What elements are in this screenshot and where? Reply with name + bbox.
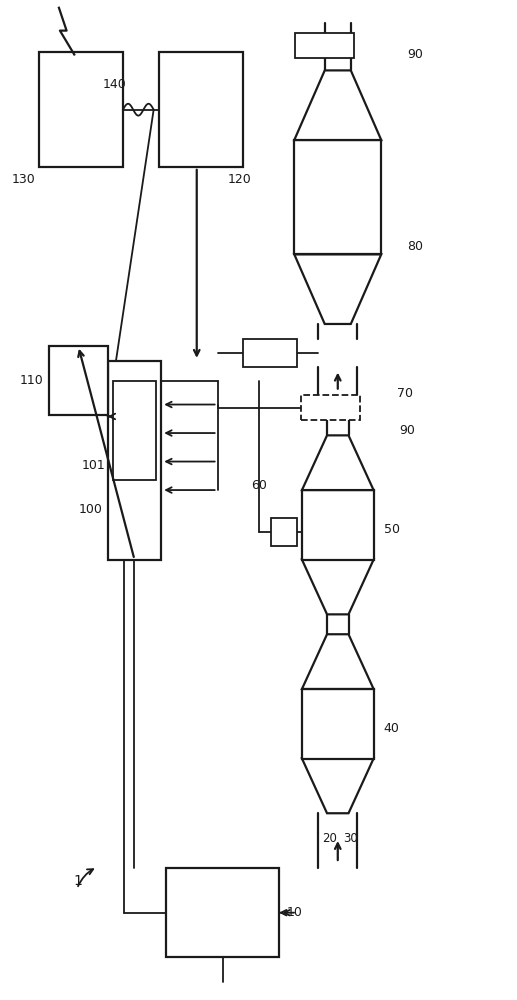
Bar xyxy=(302,689,374,759)
Text: 90: 90 xyxy=(399,424,415,437)
Bar xyxy=(49,346,108,415)
Bar xyxy=(271,518,297,546)
Bar xyxy=(301,395,360,420)
Text: 50: 50 xyxy=(384,523,400,536)
Text: 120: 120 xyxy=(228,173,252,186)
Polygon shape xyxy=(302,759,374,813)
Text: 70: 70 xyxy=(397,387,413,400)
Polygon shape xyxy=(294,254,381,324)
Bar xyxy=(243,339,297,367)
Text: 140: 140 xyxy=(102,78,126,91)
Text: 90: 90 xyxy=(407,48,423,61)
Bar xyxy=(113,381,156,480)
Text: 80: 80 xyxy=(407,240,423,253)
Bar xyxy=(166,868,279,957)
Polygon shape xyxy=(302,560,374,614)
Bar xyxy=(295,33,354,58)
Polygon shape xyxy=(294,70,381,140)
Bar xyxy=(159,52,243,167)
Bar xyxy=(294,140,381,254)
Text: 100: 100 xyxy=(79,503,102,516)
Text: 30: 30 xyxy=(343,832,358,845)
Text: 60: 60 xyxy=(251,479,267,492)
Polygon shape xyxy=(302,634,374,689)
Bar xyxy=(108,361,161,560)
Bar xyxy=(39,52,123,167)
Text: 101: 101 xyxy=(81,459,105,472)
Text: 1: 1 xyxy=(73,874,82,888)
Text: 130: 130 xyxy=(11,173,35,186)
Polygon shape xyxy=(302,435,374,490)
Bar xyxy=(302,490,374,560)
Text: 20: 20 xyxy=(323,832,337,845)
Text: 10: 10 xyxy=(286,906,302,919)
Text: 110: 110 xyxy=(20,374,44,387)
Text: 40: 40 xyxy=(384,722,400,735)
